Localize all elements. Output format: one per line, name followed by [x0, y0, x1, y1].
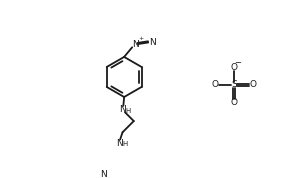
Text: O: O — [250, 80, 257, 90]
Text: H: H — [122, 141, 128, 147]
Text: N: N — [100, 170, 107, 178]
Text: N: N — [132, 40, 139, 49]
Text: +: + — [138, 36, 143, 41]
Text: O: O — [230, 63, 238, 72]
Text: N: N — [149, 38, 156, 47]
Text: O: O — [211, 80, 218, 90]
Text: S: S — [231, 80, 237, 90]
Text: N: N — [116, 139, 123, 148]
Text: H: H — [126, 108, 131, 114]
Text: O: O — [230, 98, 238, 107]
Text: N: N — [119, 105, 126, 114]
Text: −: − — [235, 58, 241, 67]
